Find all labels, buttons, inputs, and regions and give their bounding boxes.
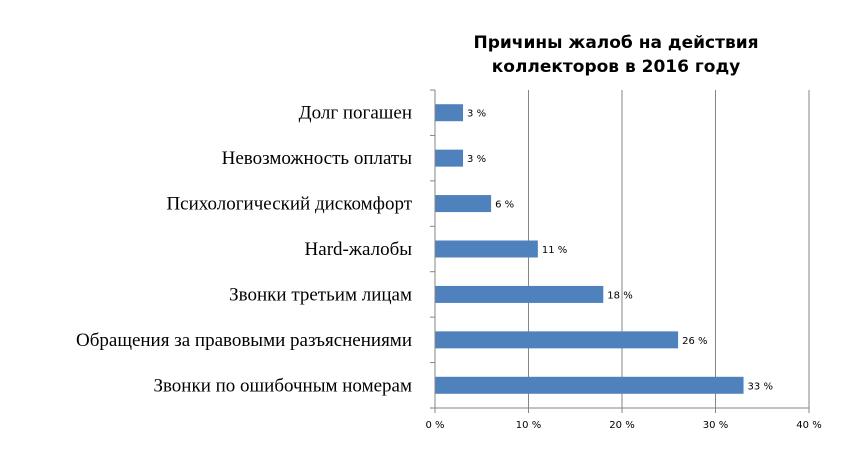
chart-title-line-1: Причины жалоб на действия — [473, 33, 758, 53]
category-label-2: Невозможность оплаты — [222, 148, 413, 169]
bar-2 — [435, 149, 464, 167]
data-label-4: 11 % — [542, 245, 567, 256]
bar-3 — [435, 195, 492, 213]
bar-5 — [435, 285, 604, 303]
bar-6 — [435, 331, 679, 349]
category-label-7: Звонки по ошибочным номерам — [153, 375, 412, 396]
data-label-1: 3 % — [467, 109, 486, 120]
data-label-3: 6 % — [495, 200, 514, 211]
labels: 3 % Долг погашен 3 % Невозможность оплаты 6 … — [76, 103, 822, 431]
chart-title-line-2: коллекторов в 2016 году — [492, 57, 741, 77]
gridlines — [528, 90, 810, 408]
x-tick-label-20: 20 % — [609, 420, 634, 431]
category-label-4: Hard-жалобы — [305, 239, 413, 260]
category-label-3: Психологический дискомфорт — [166, 194, 412, 215]
category-label-5: Звонки третьим лицам — [229, 284, 412, 305]
bar-7 — [435, 376, 744, 394]
category-label-1: Долг погашен — [299, 103, 412, 124]
x-tick-label-0: 0 % — [425, 420, 444, 431]
x-tick-label-10: 10 % — [516, 420, 541, 431]
data-label-7: 33 % — [748, 381, 773, 392]
bar-4 — [435, 240, 538, 258]
data-label-6: 26 % — [682, 336, 707, 347]
data-label-2: 3 % — [467, 154, 486, 165]
bars — [435, 104, 744, 394]
data-label-5: 18 % — [607, 290, 632, 301]
x-tick-label-30: 30 % — [703, 420, 728, 431]
category-label-6: Обращения за правовыми разъяснениями — [76, 330, 412, 351]
bar-1 — [435, 104, 464, 122]
axes — [430, 89, 810, 413]
x-tick-label-40: 40 % — [796, 420, 821, 431]
